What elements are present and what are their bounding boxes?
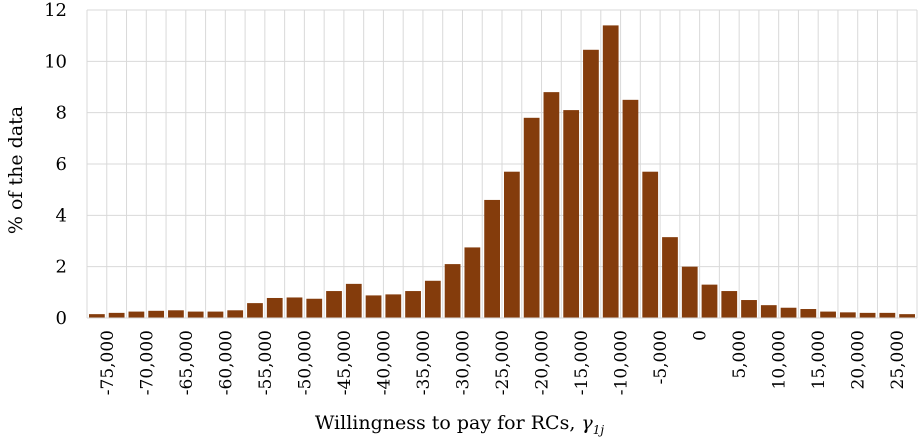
histogram-bar: [721, 291, 738, 318]
histogram-bar: [504, 171, 520, 318]
x-tick-label: -50,000: [295, 330, 315, 395]
gamma-subscript: 1j: [592, 422, 605, 437]
y-tick-label: 8: [56, 103, 67, 124]
x-tick-label: 10,000: [770, 330, 790, 389]
histogram-bar: [227, 310, 244, 318]
x-tick-label: -20,000: [533, 330, 553, 395]
x-tick-label: -45,000: [335, 330, 355, 395]
histogram-bar: [444, 264, 461, 318]
y-tick-label: 0: [56, 308, 67, 329]
histogram-bar: [385, 294, 402, 318]
x-tick-label: -75,000: [98, 330, 118, 395]
x-tick-label: -65,000: [177, 330, 197, 395]
x-tick-label: -60,000: [216, 330, 236, 395]
histogram-bar: [326, 291, 342, 318]
histogram-bar: [345, 283, 362, 318]
histogram-bar: [424, 280, 441, 318]
y-tick-label: 10: [44, 51, 67, 72]
x-tick-labels: -75,000 -70,000 -65,000 -60,000 -55,000 -50,0…: [98, 330, 908, 395]
y-tick-label: 4: [56, 205, 67, 226]
histogram-bar: [899, 314, 915, 318]
histogram-bar: [405, 291, 421, 318]
y-tick-label: 12: [44, 0, 67, 21]
x-tick-label: -15,000: [572, 330, 592, 395]
histogram-bar: [642, 171, 659, 318]
x-tick-label: -25,000: [493, 330, 513, 395]
histogram-bar: [800, 309, 817, 318]
histogram-bar: [563, 110, 580, 318]
histogram-bar: [187, 311, 204, 318]
histogram-bar: [266, 297, 283, 318]
histogram-bar: [306, 298, 323, 318]
histogram-bar: [701, 284, 718, 318]
y-tick-labels: 0 2 4 6 8 10 12: [44, 0, 67, 329]
x-tick-label: -10,000: [612, 330, 632, 395]
histogram-bar: [484, 199, 500, 318]
x-tick-label: 20,000: [849, 330, 869, 389]
x-tick-label: -70,000: [137, 330, 157, 395]
histogram-bar: [207, 311, 224, 318]
histogram-bar: [148, 310, 165, 318]
histogram-bar: [820, 311, 836, 318]
x-tick-label: -5,000: [651, 330, 671, 384]
grid-lines: [86, 9, 918, 319]
x-tick-label: -55,000: [256, 330, 276, 395]
gamma-symbol: γ: [581, 412, 593, 434]
histogram-bar: [108, 312, 125, 318]
x-tick-label: -35,000: [414, 330, 434, 395]
histogram-bar: [741, 300, 757, 318]
histogram-bar: [760, 305, 777, 318]
histogram-bar: [128, 311, 145, 318]
y-tick-label: 2: [56, 257, 67, 278]
histogram-bar: [681, 266, 698, 318]
histogram-bar: [879, 312, 896, 318]
histogram-bar: [247, 303, 263, 318]
histogram-bar: [168, 310, 184, 318]
histogram-bar: [583, 49, 599, 319]
histogram-bar: [365, 295, 382, 318]
bars: [89, 25, 915, 319]
histogram-bar: [286, 297, 303, 318]
y-axis-label: % of the data: [5, 106, 27, 234]
x-tick-label: 25,000: [888, 330, 908, 389]
x-tick-label: 0: [691, 330, 711, 341]
histogram-bar: [602, 25, 619, 319]
x-tick-label: -40,000: [374, 330, 394, 395]
histogram-bar: [464, 247, 481, 318]
histogram-bar: [780, 307, 797, 318]
histogram-bar: [622, 99, 639, 318]
x-axis-label: Willingness to pay for RCs, γ1j: [0, 412, 919, 437]
histogram-bar: [839, 312, 856, 318]
x-tick-label: 15,000: [809, 330, 829, 389]
histogram-bar: [662, 237, 678, 318]
histogram-bar: [89, 314, 105, 318]
histogram-bar: [523, 117, 540, 318]
histogram-bar: [543, 92, 560, 318]
x-tick-label: 5,000: [730, 330, 750, 379]
y-tick-label: 6: [56, 154, 67, 175]
x-axis-label-text: Willingness to pay for RCs,: [314, 412, 576, 434]
histogram-bar: [859, 312, 876, 318]
x-tick-label: -30,000: [453, 330, 473, 395]
